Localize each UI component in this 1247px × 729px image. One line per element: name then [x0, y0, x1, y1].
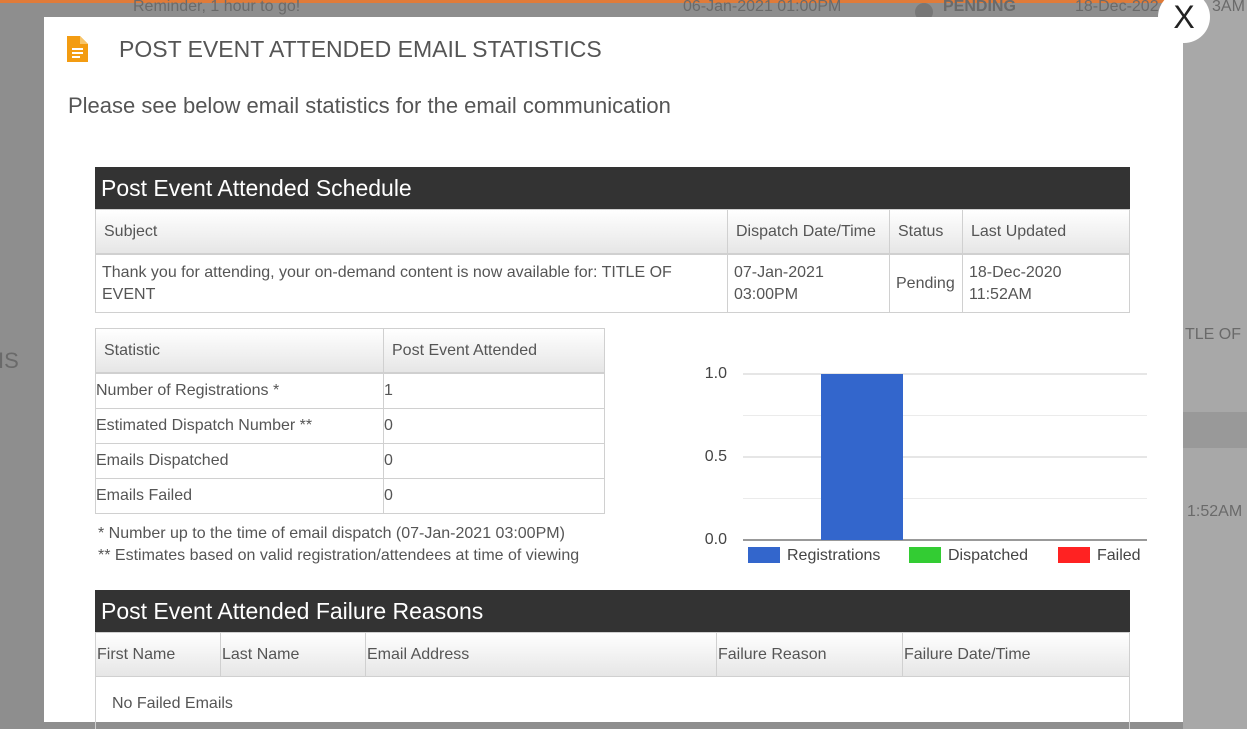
table-header-cell: Last Updated — [962, 209, 1130, 254]
table-cell: Number of Registrations * — [95, 373, 384, 409]
legend-label: Dispatched — [948, 547, 1028, 564]
doc-icon — [67, 36, 88, 62]
table-header-cell: Email Address — [365, 632, 717, 677]
bar — [821, 374, 903, 540]
table-header-cell: Failure Date/Time — [902, 632, 1130, 677]
background-text: Reminder, 1 hour to go! — [133, 0, 301, 15]
legend-swatch — [909, 547, 941, 563]
y-tick-label: 1.0 — [705, 365, 727, 382]
top-bar — [0, 0, 1247, 3]
legend-label: Failed — [1097, 547, 1141, 564]
table-cell: No Failed Emails — [95, 676, 1130, 729]
background-text: 06-Jan-2021 01:00PM — [683, 0, 842, 15]
y-tick-label: 0.5 — [705, 448, 727, 465]
table-cell: 1 — [383, 373, 605, 409]
y-tick-label: 0.0 — [705, 531, 727, 548]
table-cell: Emails Failed — [95, 478, 384, 514]
table-header-cell: First Name — [95, 632, 221, 677]
footnote: ** Estimates based on valid registration… — [98, 547, 580, 564]
background-text: IS — [0, 348, 19, 373]
background-text: 18-Dec-202 — [1075, 0, 1159, 15]
legend-label: Registrations — [787, 547, 880, 564]
modal-title: POST EVENT ATTENDED EMAIL STATISTICS — [119, 36, 602, 62]
section-header: Post Event Attended Schedule — [95, 167, 1130, 209]
footnote: * Number up to the time of email dispatc… — [98, 525, 565, 542]
table-header-cell: Dispatch Date/Time — [727, 209, 890, 254]
table-cell: 0 — [383, 443, 605, 479]
table-cell: 0 — [383, 408, 605, 444]
table-header-cell: Statistic — [95, 328, 384, 373]
section-header: Post Event Attended Failure Reasons — [95, 590, 1130, 632]
background-text: 3AM — [1212, 0, 1245, 15]
table-header-cell: Subject — [95, 209, 728, 254]
background-text: PENDING — [943, 0, 1016, 15]
table-header-cell: Post Event Attended — [383, 328, 605, 373]
status-dot — [915, 3, 933, 21]
legend-swatch — [748, 547, 780, 563]
close-button[interactable]: X — [1158, 0, 1210, 43]
table-cell: Estimated Dispatch Number ** — [95, 408, 384, 444]
table-cell: Pending — [889, 254, 963, 313]
table-cell: 0 — [383, 478, 605, 514]
table-cell: 18-Dec-2020 11:52AM — [962, 254, 1130, 313]
table-header-cell: Last Name — [220, 632, 366, 677]
background-strip — [1183, 0, 1247, 729]
modal-subtitle: Please see below email statistics for th… — [68, 93, 671, 118]
table-header-cell: Status — [889, 209, 963, 254]
chart: 0.0 0.5 1.0 Registrations Dispatched Failed — [705, 365, 1147, 564]
table-cell: Emails Dispatched — [95, 443, 384, 479]
background-text: TLE OF — [1185, 326, 1242, 343]
table-header-cell: Failure Reason — [716, 632, 903, 677]
legend-swatch — [1058, 547, 1090, 563]
table-cell: 07-Jan-2021 03:00PM — [727, 254, 890, 313]
background-row — [1183, 412, 1247, 448]
table-cell: Thank you for attending, your on-demand … — [95, 254, 728, 313]
background-text: 1:52AM — [1187, 503, 1243, 520]
